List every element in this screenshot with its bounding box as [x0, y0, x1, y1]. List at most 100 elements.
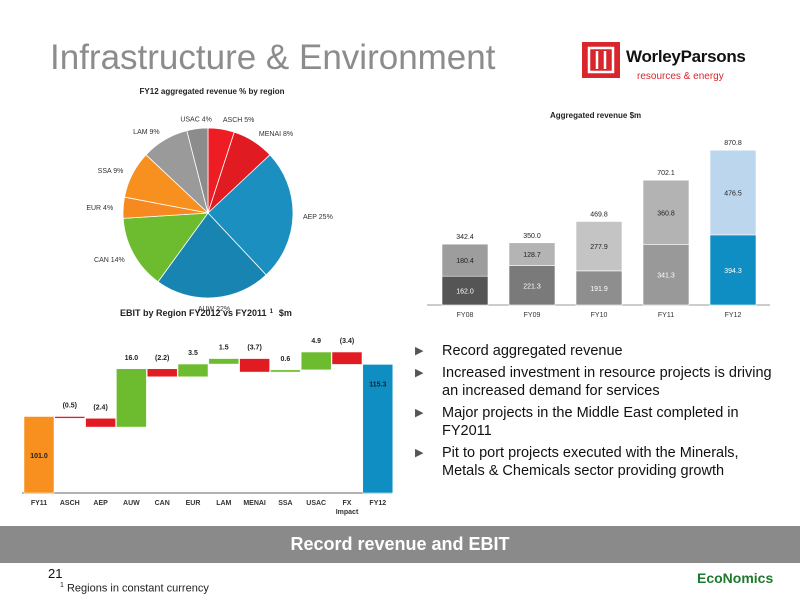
bullet-list: ▶ Record aggregated revenue ▶ Increased inv… [412, 342, 782, 484]
waterfall-category-label: USAC [306, 500, 326, 507]
bar-category-label: FY10 [591, 312, 608, 319]
page-number: 21 [48, 566, 63, 581]
bar-total-label: 342.4 [456, 234, 474, 241]
banner-text: Record revenue and EBIT [290, 534, 510, 554]
bar-value-label: 360.8 [657, 210, 675, 217]
waterfall-bar [54, 416, 86, 419]
worleyparsons-logo: WorleyParsons resources & energy [582, 42, 782, 86]
bar-segment [508, 242, 556, 266]
bar-segment [642, 244, 690, 306]
bullet-text: Increased investment in resource project… [442, 365, 772, 399]
waterfall-bar [300, 351, 332, 371]
pie-label: LAM 9% [133, 129, 159, 136]
bullet-arrow-icon: ▶ [415, 345, 424, 357]
waterfall-bar [177, 363, 209, 378]
waterfall-value-label: 101.0 [30, 453, 48, 460]
bar-total-label: 350.0 [523, 233, 541, 240]
waterfall-category-label: EUR [186, 500, 201, 507]
waterfall-value-label: (3.7) [247, 345, 261, 352]
waterfall-value-label: 16.0 [125, 355, 139, 362]
pie-label: EUR 4% [86, 205, 113, 212]
footnote: 1 Regions in constant currency [60, 582, 209, 595]
bar-value-label: 341.3 [657, 273, 675, 280]
bar-segment [575, 270, 623, 306]
pie-label: AUW 22% [198, 306, 230, 313]
waterfall-bar [208, 358, 240, 365]
waterfall-value-label: 0.6 [281, 356, 291, 363]
pie-label: CAN 14% [94, 257, 125, 264]
waterfall-bar [23, 416, 55, 494]
pie-label: USAC 4% [180, 117, 212, 124]
bar-segment [642, 179, 690, 245]
pie-slice [122, 212, 209, 283]
bar-category-label: FY11 [658, 312, 674, 319]
pie-chart: FY12 aggregated revenue % by region ASCH… [86, 87, 333, 313]
waterfall-title-marker: 1 [270, 309, 274, 315]
footnote-marker: 1 [60, 582, 64, 589]
bullet-item: ▶ Pit to port projects executed with the … [412, 444, 782, 480]
bar-total-label: 702.1 [657, 170, 675, 177]
bar-value-label: 191.9 [590, 286, 608, 293]
bullet-text: Record aggregated revenue [442, 343, 623, 359]
waterfall-category-label: LAM [216, 500, 231, 507]
waterfall-category-label: SSA [278, 500, 292, 507]
pie-label: MENAI 8% [259, 131, 293, 138]
bar-category-label: FY08 [457, 312, 474, 319]
waterfall-value-label: 3.5 [188, 350, 198, 357]
pie-title: FY12 aggregated revenue % by region [140, 87, 285, 96]
bar-total-label: 870.8 [724, 140, 742, 147]
pie-slice [186, 127, 209, 214]
bullet-arrow-icon: ▶ [415, 367, 424, 379]
logo-name: WorleyParsons [626, 47, 746, 66]
pie-label: SSA 9% [98, 168, 124, 175]
pie-label: AEP 25% [303, 214, 333, 221]
bullet-arrow-icon: ▶ [415, 407, 424, 419]
waterfall-value-label: (0.5) [63, 403, 77, 410]
bar-value-label: 162.0 [456, 289, 474, 296]
footnote-text: Regions in constant currency [66, 582, 209, 595]
bar-value-label: 128.7 [523, 252, 541, 259]
waterfall-category-label: MENAI [243, 500, 266, 507]
stacked-bar-chart: Aggregated revenue $m 162.0 180.4 342.4 FY0… [427, 111, 770, 319]
bar-value-label: 277.9 [590, 244, 608, 251]
bullet-item: ▶ Increased investment in resource projec… [412, 364, 782, 400]
page-title: Infrastructure & Environment [50, 38, 496, 77]
waterfall-category-label: FX Impact [336, 500, 359, 516]
bar-segment [575, 221, 623, 272]
waterfall-chart: EBIT by Region FY2012 vs FY2011 1 $m 101.0… [22, 308, 394, 516]
logo-tagline: resources & energy [637, 71, 724, 82]
economics-logo: EcoNomics [697, 570, 774, 586]
bullet-item: ▶ Major projects in the Middle East compl… [412, 404, 782, 440]
bullet-text: Major projects in the Middle East comple… [442, 405, 739, 439]
bar-segment [441, 275, 489, 306]
pie-label: ASCH 5% [223, 117, 255, 124]
bar-segment [709, 149, 757, 236]
waterfall-bar [116, 368, 147, 428]
waterfall-category-label: FY11 [31, 500, 47, 507]
bullet-text: Pit to port projects executed with the M… [442, 445, 739, 479]
waterfall-title: EBIT by Region FY2012 vs FY2011 1 $m [120, 308, 292, 318]
bullet-item: ▶ Record aggregated revenue [412, 342, 782, 360]
waterfall-category-label: CAN [155, 500, 170, 507]
waterfall-bar [270, 369, 301, 373]
waterfall-category-label: AEP [93, 500, 108, 507]
pie-slice [207, 154, 294, 276]
bar-value-label: 476.5 [724, 191, 742, 198]
waterfall-title-text: EBIT by Region FY2012 vs FY2011 [120, 308, 267, 318]
bar-total-label: 469.8 [590, 211, 608, 218]
waterfall-value-label: (3.4) [340, 338, 354, 345]
bar-segment [441, 243, 489, 277]
waterfall-bar [239, 358, 270, 373]
pie-slice [157, 212, 267, 299]
waterfall-value-label: (2.4) [93, 404, 107, 411]
waterfall-title-unit: $m [279, 308, 292, 318]
waterfall-value-label: 1.5 [219, 345, 229, 352]
waterfall-value-label: (2.2) [155, 355, 169, 362]
waterfall-category-label: AUW [123, 500, 140, 507]
bar-segment [508, 265, 556, 306]
bullet-arrow-icon: ▶ [415, 447, 424, 459]
waterfall-value-label: 4.9 [311, 338, 321, 345]
waterfall-bar [331, 351, 363, 365]
waterfall-bar [146, 368, 178, 378]
bar-category-label: FY09 [524, 312, 541, 319]
